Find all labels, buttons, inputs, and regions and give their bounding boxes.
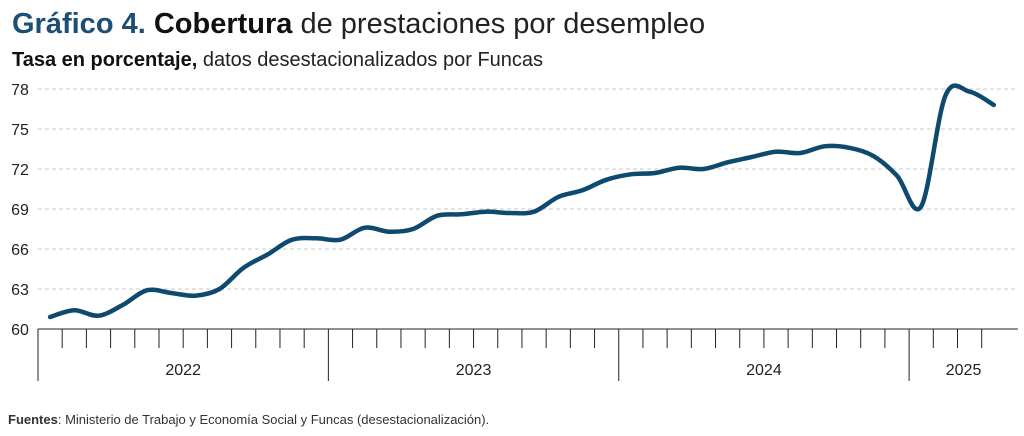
data-point bbox=[726, 160, 730, 164]
data-point bbox=[411, 227, 415, 231]
y-tick-label: 63 bbox=[11, 282, 29, 299]
data-point bbox=[605, 178, 609, 182]
data-point bbox=[290, 238, 294, 242]
data-point bbox=[169, 291, 173, 295]
data-point bbox=[629, 172, 633, 176]
data-point bbox=[992, 103, 996, 107]
data-point bbox=[798, 151, 802, 155]
data-point bbox=[774, 150, 778, 154]
chart-subtitle: Tasa en porcentaje, datos desestacionali… bbox=[12, 47, 543, 73]
data-point bbox=[145, 288, 149, 292]
year-label: 2023 bbox=[456, 362, 492, 379]
data-point bbox=[701, 167, 705, 171]
data-point bbox=[871, 154, 875, 158]
source-label: Fuentes bbox=[8, 412, 58, 427]
data-point bbox=[508, 211, 512, 215]
data-point bbox=[387, 230, 391, 234]
data-point bbox=[48, 315, 52, 319]
subtitle-rest: datos desestacionalizados por Funcas bbox=[202, 49, 544, 71]
y-tick-label: 75 bbox=[11, 122, 29, 139]
y-tick-label: 69 bbox=[11, 202, 29, 219]
data-point bbox=[72, 308, 76, 312]
source-text: : Ministerio de Trabajo y Economía Socia… bbox=[57, 412, 490, 427]
title-number: Gráfico 4. bbox=[12, 8, 146, 40]
data-point bbox=[266, 252, 270, 256]
data-point bbox=[121, 303, 125, 307]
data-point bbox=[435, 214, 439, 218]
data-point bbox=[484, 210, 488, 214]
data-point bbox=[242, 266, 246, 270]
year-label: 2024 bbox=[746, 362, 782, 379]
data-point bbox=[532, 210, 536, 214]
data-point bbox=[459, 212, 463, 216]
year-label: 2022 bbox=[165, 362, 201, 379]
title-rest: de prestaciones por desempleo bbox=[300, 8, 706, 40]
data-point bbox=[653, 171, 657, 175]
y-tick-label: 78 bbox=[11, 82, 29, 99]
data-point bbox=[338, 238, 342, 242]
data-point bbox=[822, 144, 826, 148]
source-note: Fuentes: Ministerio de Trabajo y Economí… bbox=[8, 412, 489, 427]
data-point bbox=[919, 204, 923, 208]
data-point bbox=[314, 236, 318, 240]
data-point bbox=[580, 188, 584, 192]
data-point bbox=[96, 314, 100, 318]
year-label: 2025 bbox=[946, 362, 982, 379]
data-point bbox=[943, 94, 947, 98]
series-line bbox=[47, 83, 997, 320]
data-point bbox=[750, 155, 754, 159]
y-tick-label: 72 bbox=[11, 162, 29, 179]
title-bold: Cobertura bbox=[153, 8, 293, 40]
data-point bbox=[677, 166, 681, 170]
y-tick-label: 60 bbox=[11, 322, 29, 339]
chart-title: Gráfico 4. Cobertura de prestaciones por… bbox=[12, 6, 705, 42]
data-point bbox=[895, 174, 899, 178]
data-point bbox=[556, 195, 560, 199]
data-point bbox=[363, 226, 367, 230]
data-point bbox=[968, 90, 972, 94]
subtitle-bold: Tasa en porcentaje, bbox=[12, 49, 198, 71]
data-point bbox=[217, 287, 221, 291]
y-tick-label: 66 bbox=[11, 242, 29, 259]
data-point bbox=[847, 146, 851, 150]
data-point bbox=[193, 294, 197, 298]
line-chart: 60 63 66 69 72 75 78 2022 2023 2024 2025 bbox=[11, 82, 1018, 381]
